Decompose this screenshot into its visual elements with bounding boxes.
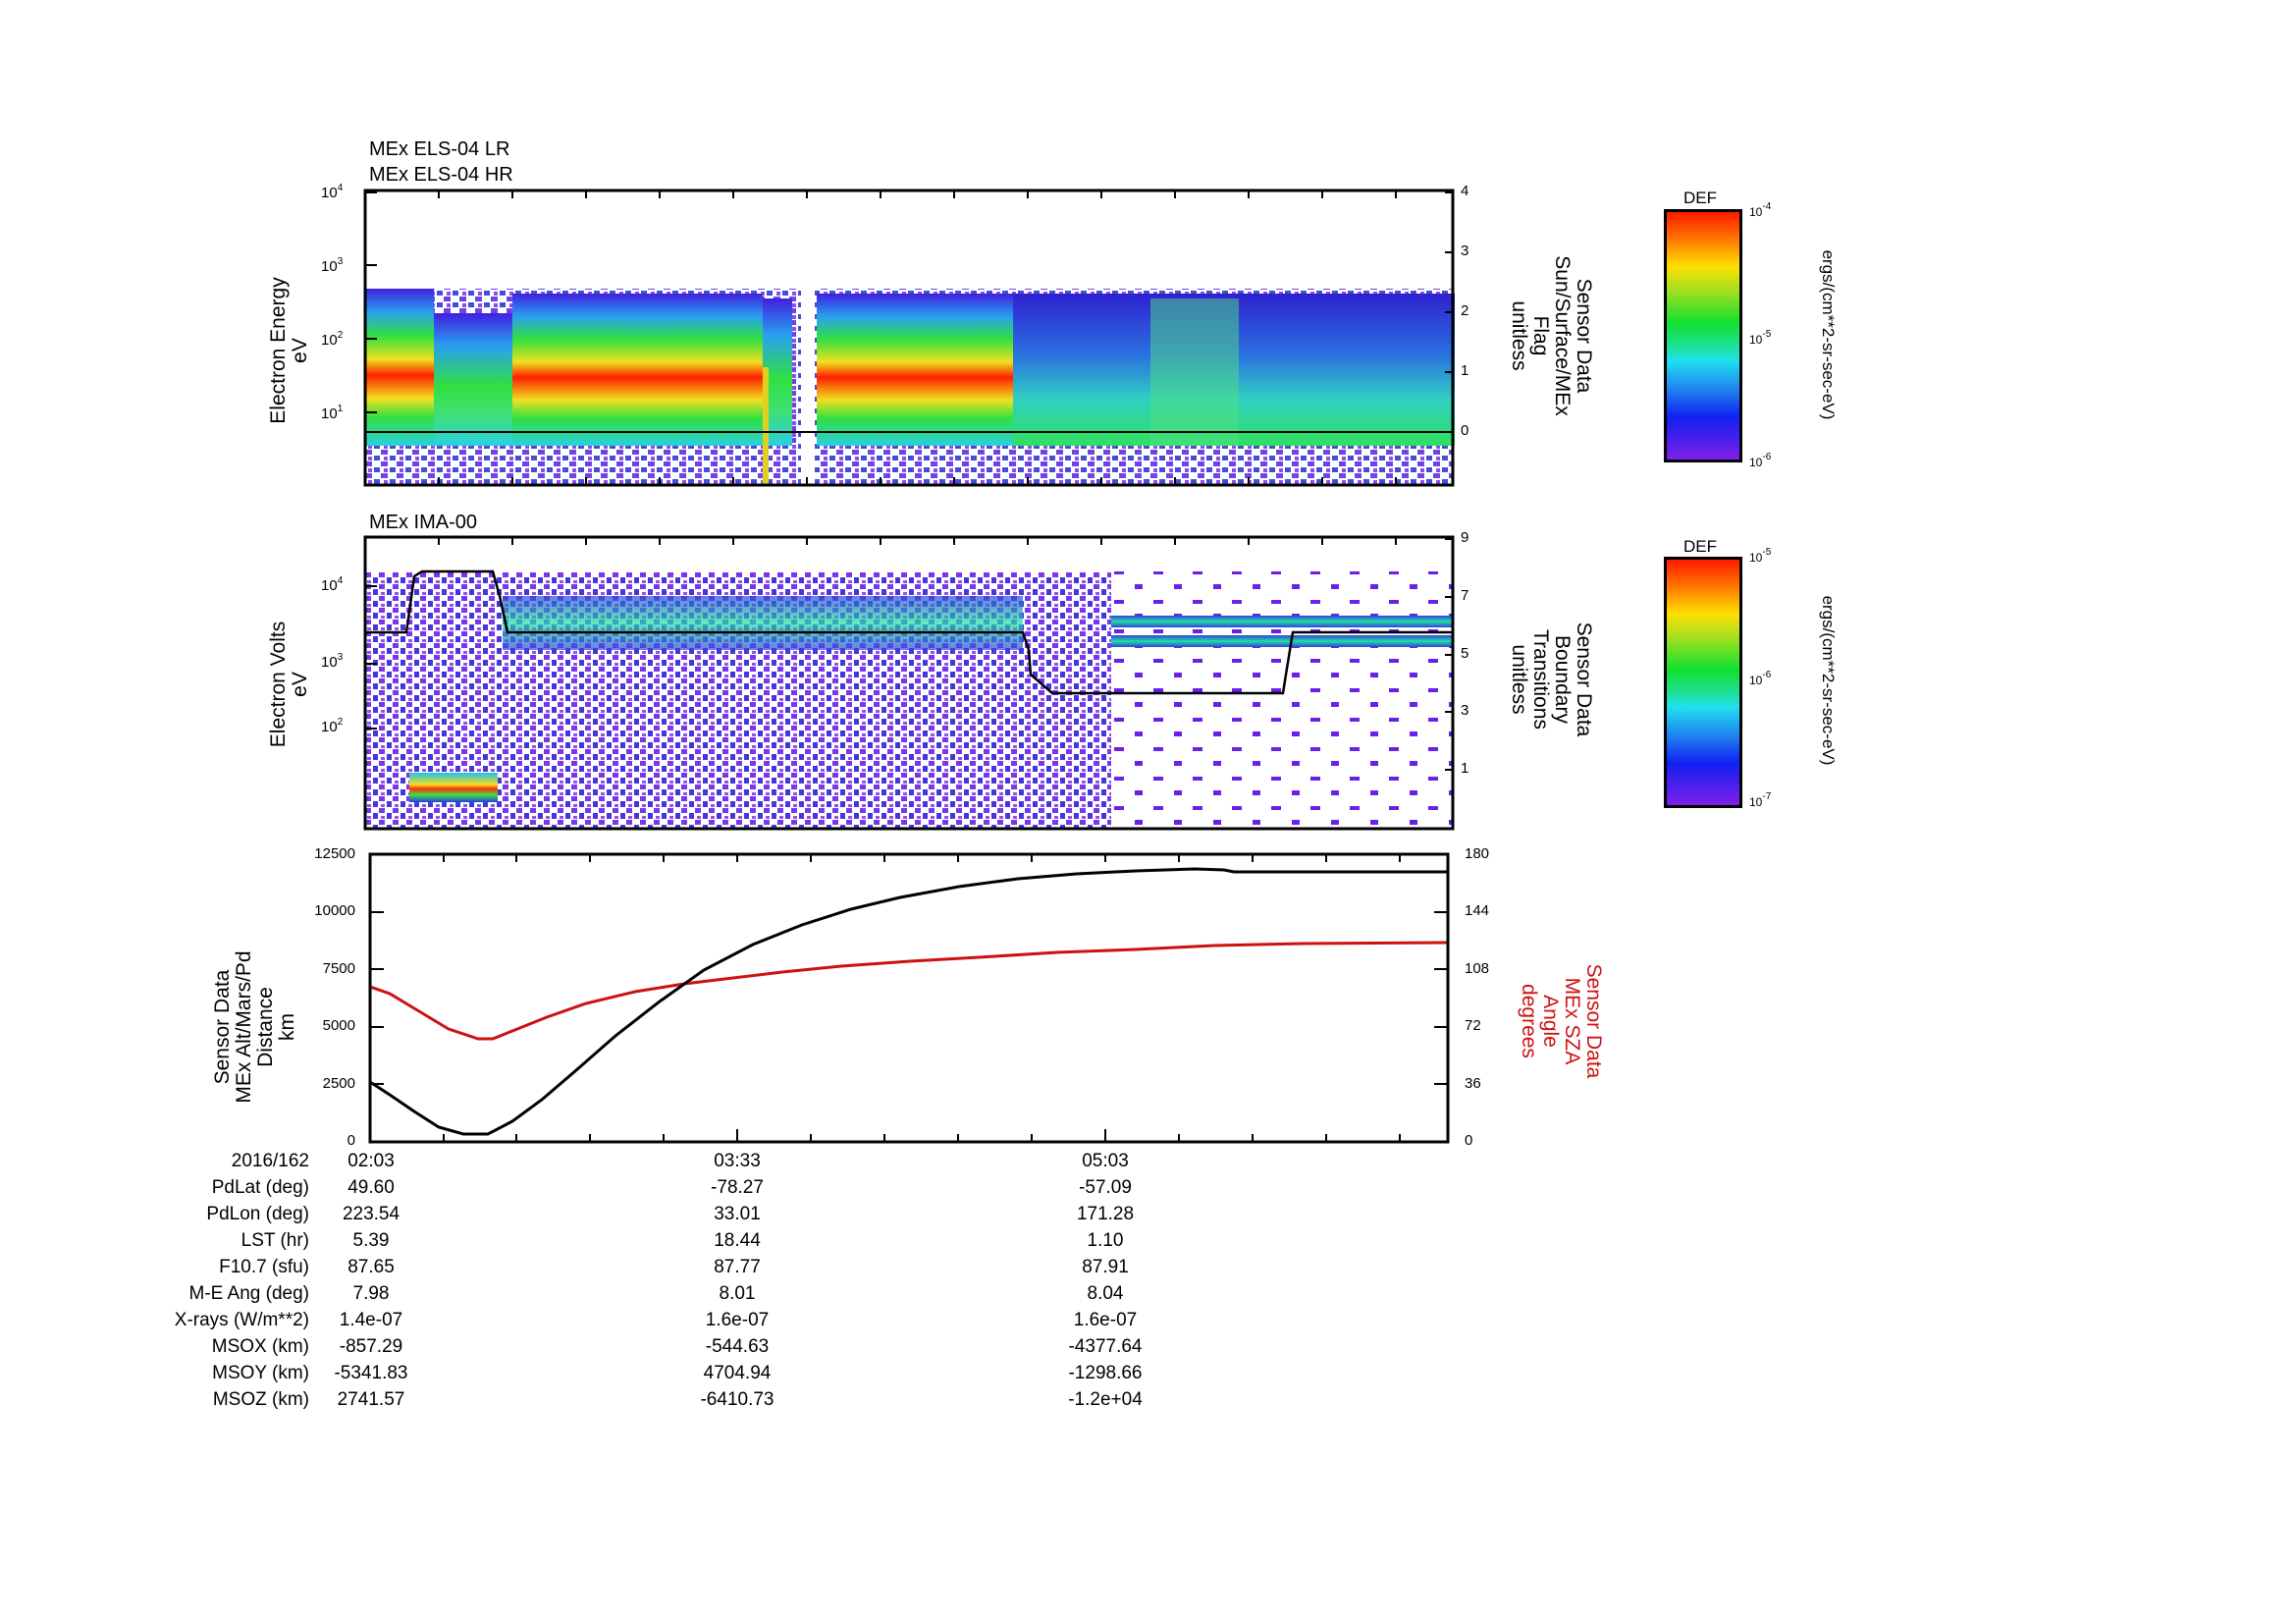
panel2-spectrogram [363,535,1455,831]
panel1-ytick: 102 [321,330,344,349]
eph-label: X-rays (W/m**2) [174,1310,309,1330]
panel1-y2tick: 4 [1461,183,1469,199]
eph-value: 87.91 [1082,1257,1129,1277]
panel2-y2label: Sensor Data Boundary Transitions unitless [1508,622,1595,737]
eph-label: PdLon (deg) [206,1204,309,1224]
panel1-ytick: 103 [321,256,344,275]
eph-value: 33.01 [714,1204,761,1224]
panel1-title-lr: MEx ELS-04 LR [369,138,510,160]
eph-value: -4377.64 [1068,1336,1143,1357]
eph-value: 1.4e-07 [339,1310,403,1330]
ephemeris-column-0503: 05:03 -57.09 171.28 1.10 87.91 8.04 1.6e… [1027,1151,1184,1416]
eph-value: 223.54 [342,1204,400,1224]
eph-value: -544.63 [705,1336,770,1357]
colorbar1-units: ergs/(cm**2-sr-sec-eV) [1819,249,1838,420]
eph-label: M-E Ang (deg) [188,1283,310,1304]
colorbar2-top: 10-5 [1749,547,1772,565]
eph-label: MSOY (km) [212,1363,309,1383]
colorbar2-bottom: 10-7 [1749,791,1772,809]
eph-label: 2016/162 [231,1151,309,1171]
panel1-y2label: Sensor Data Sun/Surface/MEx Flag unitless [1508,255,1595,416]
panel2-ylabel: Electron Volts eV [267,621,311,748]
eph-value: 8.01 [719,1283,756,1304]
colorbar1 [1664,209,1742,462]
panel2-ytick: 103 [321,652,344,671]
colorbar1-top: 10-4 [1749,201,1772,219]
eph-value: 2741.57 [337,1389,405,1410]
eph-value: 1.6e-07 [705,1310,770,1330]
eph-value: -1298.66 [1068,1363,1143,1383]
panel3-ytick: 10000 [314,902,355,919]
panel3-y2tick: 144 [1465,902,1490,919]
panel3-y2tick: 108 [1465,960,1490,977]
panel3-ytick: 5000 [322,1017,355,1034]
panel3-y2tick: 36 [1465,1075,1481,1092]
eph-value: 87.65 [347,1257,395,1277]
eph-value: -78.27 [711,1177,764,1198]
panel2-ytick: 102 [321,717,344,735]
panel2-y2tick: 3 [1461,702,1469,719]
eph-value: 03:33 [714,1151,761,1171]
eph-label: MSOX (km) [211,1336,309,1357]
panel2-y2tick: 5 [1461,645,1469,662]
panel3-ytick: 12500 [314,845,355,862]
panel3-ytick: 7500 [322,960,355,977]
eph-label: PdLat (deg) [211,1177,309,1198]
panel3-ytick: 0 [347,1132,355,1149]
eph-value: 1.10 [1087,1230,1124,1251]
eph-value: 87.77 [714,1257,761,1277]
eph-value: -857.29 [339,1336,403,1357]
altitude-line [369,867,1448,1136]
eph-value: 18.44 [714,1230,761,1251]
ephemeris-column-0203: 02:03 49.60 223.54 5.39 87.65 7.98 1.4e-… [293,1151,450,1416]
ephemeris-labels: 2016/162 PdLat (deg) PdLon (deg) LST (hr… [113,1151,309,1416]
eph-value: -1.2e+04 [1068,1389,1143,1410]
eph-value: -6410.73 [700,1389,774,1410]
panel1-y2tick: 0 [1461,422,1469,439]
eph-value: -5341.83 [334,1363,408,1383]
panel1-y2tick: 1 [1461,362,1469,379]
eph-value: -57.09 [1079,1177,1132,1198]
eph-value: 49.60 [347,1177,395,1198]
panel1-y2tick: 3 [1461,243,1469,259]
sza-line [369,941,1449,1041]
panel3-y2tick: 180 [1465,845,1490,862]
panel1-spectrogram [363,189,1455,487]
panel1-ytick: 104 [321,183,344,201]
panel2-y2tick: 1 [1461,760,1469,777]
eph-value: 1.6e-07 [1073,1310,1138,1330]
eph-value: 171.28 [1076,1204,1135,1224]
panel2-y2tick: 7 [1461,587,1469,604]
panel1-title-hr: MEx ELS-04 HR [369,164,513,186]
panel2-ytick: 104 [321,575,344,594]
panel3-y2label: Sensor Data MEx SZA Angle degrees [1518,963,1605,1079]
colorbar1-mid: 10-5 [1749,329,1772,347]
colorbar1-title: DEF [1683,189,1717,207]
ephemeris-column-0333: 03:33 -78.27 33.01 18.44 87.77 8.01 1.6e… [659,1151,816,1416]
eph-value: 05:03 [1082,1151,1129,1171]
panel3-line-plot [368,852,1450,1144]
eph-value: 5.39 [352,1230,390,1251]
eph-label: LST (hr) [240,1230,309,1251]
panel3-ylabel: Sensor Data MEx Alt/Mars/Pd Distance km [211,950,298,1104]
colorbar2-units: ergs/(cm**2-sr-sec-eV) [1819,595,1838,766]
panel1-ylabel: Electron Energy eV [267,277,311,424]
panel2-title: MEx IMA-00 [369,512,478,533]
colorbar2-title: DEF [1683,537,1717,556]
colorbar2 [1664,557,1742,808]
panel1-y2tick: 2 [1461,302,1469,319]
panel3-y2tick: 0 [1465,1132,1473,1149]
panel3-y2tick: 72 [1465,1017,1481,1034]
colorbar2-mid: 10-6 [1749,670,1772,687]
eph-value: 7.98 [352,1283,390,1304]
colorbar1-bottom: 10-6 [1749,452,1772,469]
eph-label: F10.7 (sfu) [219,1257,309,1277]
panel3-ytick: 2500 [322,1075,355,1092]
eph-label: MSOZ (km) [212,1389,309,1410]
eph-value: 4704.94 [703,1363,772,1383]
panel2-y2tick: 9 [1461,529,1469,546]
panel1-ytick: 101 [321,404,344,422]
eph-value: 02:03 [347,1151,395,1171]
eph-value: 8.04 [1087,1283,1124,1304]
